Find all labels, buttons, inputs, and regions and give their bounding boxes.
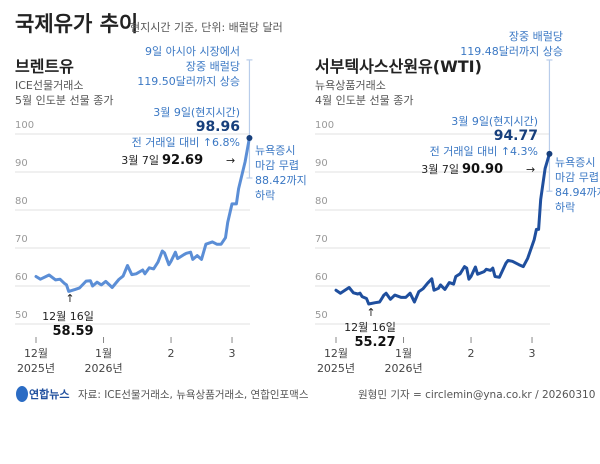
brent-x-tick-label: 3 [229, 347, 236, 360]
wti-min-date: 12월 16일 [344, 320, 396, 334]
wti-last-point-marker [546, 150, 553, 157]
wti-y-tick-label: 80 [315, 196, 328, 207]
brent-contract: 5월 인도분 선물 종가 [15, 94, 113, 107]
wti-y-tick-label: 100 [315, 120, 334, 131]
wti-low-note-2: 마감 무렵 [555, 171, 599, 184]
wti-x-tick-label: 1월 [395, 347, 412, 360]
brent-price-line [34, 136, 251, 293]
brent-last-point-marker [246, 134, 253, 141]
wti-y-tick-label: 70 [315, 234, 328, 245]
wti-x-tick-label: 2 [468, 347, 475, 360]
page-subtitle: 현지시간 기준, 단위: 배럴당 달러 [130, 21, 283, 34]
brent-x-tick-year: 2026년 [84, 362, 122, 375]
brent-x-tick-label: 12월 [24, 347, 48, 360]
brent-low-note-3: 88.42까지 [255, 174, 307, 187]
page-title: 국제유가 추이 [15, 12, 138, 36]
brent-y-tick-label: 100 [15, 120, 34, 131]
brent-exchange: ICE선물거래소 [15, 79, 83, 92]
brent-min-date: 12월 16일 [42, 309, 94, 323]
arrow-right-icon: → [526, 163, 535, 176]
wti-low-note-4: 하락 [555, 200, 575, 214]
source-text: 자료: ICE선물거래소, 뉴욕상품거래소, 연합인포맥스 [78, 389, 309, 401]
wti-annotations: 장중 배럴당 119.48달러까지 상승 3월 9일(현지시간) 94.77 전… [344, 30, 600, 350]
wti-x-tick-year: 2025년 [317, 362, 355, 375]
brent-high-note-2: 장중 배럴당 [186, 60, 240, 73]
wti-x-tick-label: 3 [529, 347, 536, 360]
logo-icon [16, 386, 28, 402]
wti-min-value: 55.27 [354, 335, 395, 350]
wti-low-note-1: 뉴욕증시 [555, 156, 595, 169]
wti-last-date: 3월 9일(현지시간) [451, 114, 538, 128]
wti-high-note-1: 장중 배럴당 [509, 30, 563, 43]
logo-text: 연합뉴스 [29, 387, 69, 401]
yonhap-logo: 연합뉴스 [16, 386, 69, 402]
brent-prev-value: 92.69 [162, 153, 203, 168]
brent-y-tick-label: 80 [15, 196, 28, 207]
brent-last-value: 98.96 [196, 119, 240, 135]
brent-x-tick-label: 2 [168, 347, 175, 360]
brent-last-date: 3월 9일(현지시간) [153, 105, 240, 119]
wti-contract: 4월 인도분 선물 종가 [315, 94, 413, 107]
brent-low-note-1: 뉴욕증시 [255, 144, 295, 157]
wti-title: 서부텍사스산원유(WTI) [315, 57, 482, 76]
wti-y-tick-label: 50 [315, 310, 328, 321]
brent-y-tick-label: 50 [15, 310, 28, 321]
brent-min-value: 58.59 [52, 324, 93, 339]
brent-x-tick-year: 2025년 [17, 362, 55, 375]
brent-title: 브렌트유 [15, 57, 74, 76]
footer: 연합뉴스 자료: ICE선물거래소, 뉴욕상품거래소, 연합인포맥스 원형민 기… [16, 386, 595, 402]
brent-annotations: 9일 아시아 시장에서 장중 배럴당 119.50달러까지 상승 3월 9일(현… [42, 44, 307, 339]
arrow-up-icon: ↑ [65, 292, 74, 305]
arrow-up-icon: ↑ [366, 306, 375, 319]
wti-prev-date: 3월 7일 [421, 162, 459, 176]
brent-change: 전 거래일 대비 ↑6.8% [132, 135, 240, 149]
brent-high-note-1: 9일 아시아 시장에서 [145, 44, 240, 58]
wti-low-note-3: 84.94까지 [555, 186, 600, 199]
wti-last-value: 94.77 [494, 128, 538, 144]
brent-high-note-3: 119.50달러까지 상승 [137, 75, 240, 88]
brent-low-note-2: 마감 무렵 [255, 159, 299, 172]
wti-x-tick-year: 2026년 [384, 362, 422, 375]
wti-y-tick-label: 60 [315, 272, 328, 283]
credit-text: 원형민 기자 = circlemin@yna.co.kr / 20260310 [358, 389, 595, 401]
wti-high-note-2: 119.48달러까지 상승 [460, 45, 563, 58]
brent-low-note-4: 하락 [255, 188, 275, 202]
brent-y-tick-label: 70 [15, 234, 28, 245]
wti-exchange: 뉴욕상품거래소 [315, 79, 386, 92]
wti-x-tick-label: 12월 [324, 347, 348, 360]
wti-price-line [334, 152, 551, 306]
brent-y-tick-label: 90 [15, 158, 28, 169]
brent-prev-date: 3월 7일 [121, 153, 159, 167]
wti-prev-value: 90.90 [462, 162, 503, 177]
arrow-right-icon: → [226, 154, 235, 167]
brent-y-tick-label: 60 [15, 272, 28, 283]
wti-y-tick-label: 90 [315, 158, 328, 169]
wti-change: 전 거래일 대비 ↑4.3% [430, 144, 538, 158]
brent-x-tick-label: 1월 [95, 347, 112, 360]
